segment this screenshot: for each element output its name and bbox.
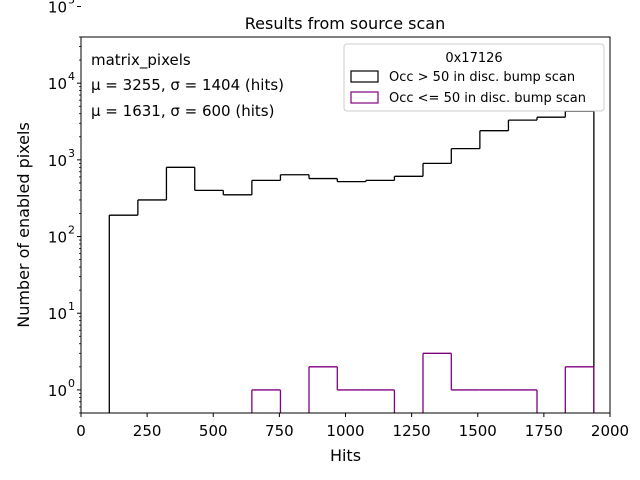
x-tick-label-0: 0 <box>76 422 86 440</box>
x-tick-label-2: 500 <box>199 422 228 440</box>
y-axis-label: Number of enabled pixels <box>14 122 33 328</box>
y-tick-exponent-0: 0 <box>68 377 75 390</box>
annotation-stats-occ-high: μ = 3255, σ = 1404 (hits) <box>91 76 284 94</box>
annotation-matrix-pixels: matrix_pixels <box>91 51 191 70</box>
y-tick-label-2: 10 <box>48 229 67 247</box>
y-tick-exponent-1: 1 <box>68 300 75 313</box>
legend: 0x17126 Occ > 50 in disc. bump scan Occ … <box>344 44 604 111</box>
x-tick-label-5: 1250 <box>393 422 431 440</box>
y-tick-exponent-3: 3 <box>68 147 75 160</box>
x-tick-label-7: 1750 <box>525 422 563 440</box>
x-tick-label-4: 1000 <box>326 422 364 440</box>
legend-title: 0x17126 <box>445 51 502 66</box>
y-tick-exponent-2: 2 <box>68 224 75 237</box>
y-tick-exponent-5: 5 <box>68 0 75 6</box>
annotation-stats-occ-low: μ = 1631, σ = 600 (hits) <box>91 102 274 120</box>
x-tick-label-3: 750 <box>265 422 294 440</box>
y-tick-label-4: 10 <box>48 75 67 93</box>
y-tick-label-0: 10 <box>48 382 67 400</box>
y-tick-label-5: 10 <box>48 0 67 16</box>
y-tick-label-1: 10 <box>48 305 67 323</box>
legend-label-occ-high: Occ > 50 in disc. bump scan <box>389 70 575 85</box>
legend-label-occ-low: Occ <= 50 in disc. bump scan <box>389 91 586 106</box>
x-tick-label-1: 250 <box>133 422 162 440</box>
histogram-chart: Results from source scan 0 250 500 750 1000 1… <box>0 0 640 480</box>
y-tick-label-3: 10 <box>48 152 67 170</box>
chart-title: Results from source scan <box>245 14 445 33</box>
x-axis-label: Hits <box>330 446 361 465</box>
x-tick-label-6: 1500 <box>459 422 497 440</box>
x-tick-label-8: 2000 <box>591 422 629 440</box>
y-tick-exponent-4: 4 <box>68 70 75 83</box>
